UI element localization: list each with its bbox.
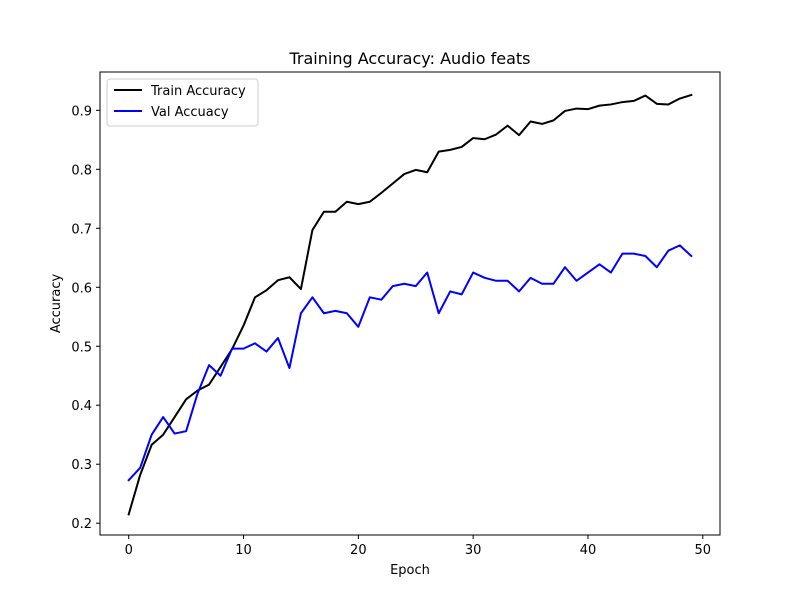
x-tick-label: 20	[350, 543, 367, 558]
y-tick-label: 0.5	[71, 340, 92, 355]
legend-label-val-accuracy: Val Accuacy	[151, 105, 229, 120]
x-tick-label: 50	[695, 543, 712, 558]
x-tick-label: 10	[235, 543, 252, 558]
plot-area	[127, 93, 693, 516]
series-line-train-accuracy	[127, 93, 693, 516]
y-tick-label: 0.3	[71, 458, 92, 473]
y-tick-label: 0.7	[71, 222, 92, 237]
axis-ticks: 0 10 20 30 40 50 0.2 0.3 0.4 0.5 0.6 0.7 0.8 0.9	[71, 104, 711, 558]
y-tick-label: 0.2	[71, 517, 92, 532]
chart-title: Training Accuracy: Audio feats	[288, 49, 530, 68]
x-tick-label: 40	[580, 543, 597, 558]
legend-box	[106, 78, 259, 127]
x-tick-label: 30	[465, 543, 482, 558]
y-tick-label: 0.4	[71, 399, 92, 414]
legend-label-train-accuracy: Train Accuracy	[150, 84, 246, 99]
y-tick-label: 0.9	[71, 104, 92, 119]
plot-frame	[99, 71, 721, 536]
x-axis-label: Epoch	[390, 563, 430, 578]
y-axis-label: Accuracy	[49, 274, 64, 334]
x-tick-label: 0	[125, 543, 133, 558]
series-line-val-accuacy	[127, 244, 693, 482]
y-tick-label: 0.6	[71, 281, 92, 296]
legend: Train Accuracy Val Accuacy	[106, 78, 259, 127]
y-tick-label: 0.8	[71, 163, 92, 178]
